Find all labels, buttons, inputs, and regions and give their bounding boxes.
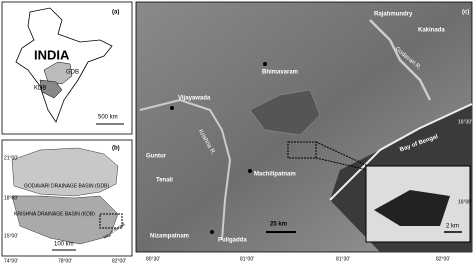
place-label: Nizampatnam (150, 234, 189, 240)
city-marker (263, 62, 267, 66)
kdb-area (11, 195, 119, 245)
basin-label: GODAVARI DRAINAGE BASIN (GDB) (24, 183, 109, 189)
place-label: Kakinada (418, 28, 445, 34)
lat-label: 16°30' (458, 119, 472, 125)
city-marker (248, 169, 252, 173)
lon-label: 80°30' (146, 256, 160, 262)
kolleru-lake (249, 89, 321, 136)
godavari-river (369, 19, 432, 101)
place-label: Bhimavaram (262, 70, 298, 76)
place-label: Vijayawada (178, 96, 211, 102)
city-marker (170, 106, 174, 110)
inset-scale-label: 2 km (446, 224, 459, 230)
country-label: INDIA (34, 47, 70, 62)
place-label: Guntur (146, 154, 167, 160)
lat-label: 21°00' (4, 155, 18, 161)
place-label: Puligadda (218, 238, 247, 244)
place-label: Machilipatnam (254, 172, 296, 178)
lon-label: 78°00' (58, 258, 72, 264)
lon-label: 81°00' (240, 256, 254, 262)
inset-box (287, 141, 317, 159)
lon-label: 82°00' (436, 256, 450, 262)
scale-label: 100 km (54, 242, 74, 248)
panel-label: (a) (112, 10, 119, 16)
panel-b: (b) GODAVARI DRAINAGE BASIN (GDB) KRISHN… (1, 139, 133, 264)
kdb-area (39, 79, 63, 99)
place-label: Rajahmundry (374, 12, 413, 18)
lat-label: 15°00' (4, 233, 18, 239)
panel-a: (a) INDIA GDB KDB 500 km (1, 1, 133, 135)
scale-label: 500 km (98, 115, 118, 121)
panel-c: (c) Rajahmundry Kakinada Vijayawada Bhim… (135, 1, 473, 262)
basin-label: KDB (34, 86, 46, 92)
coastline (329, 103, 473, 201)
city-marker (210, 230, 214, 234)
lon-label: 81°30' (336, 256, 350, 262)
krishna-river (139, 98, 232, 241)
place-label: Tenali (156, 178, 173, 184)
lat-label: 18°00' (4, 195, 18, 201)
inset-feature (374, 190, 450, 226)
study-area-box (99, 213, 123, 229)
basin-label: GDB (66, 70, 79, 76)
lon-label: 82°00' (112, 258, 126, 264)
scale-label: 25 km (270, 222, 287, 228)
lat-label: 16°00' (458, 199, 472, 205)
basin-label: KRISHNA DRAINAGE BASIN (KDB) (14, 211, 95, 217)
panel-label: (c) (462, 10, 469, 16)
lon-label: 74°00' (4, 258, 18, 264)
panel-label: (b) (112, 146, 120, 152)
inset-leader (315, 141, 369, 167)
gdb-area (11, 147, 119, 197)
